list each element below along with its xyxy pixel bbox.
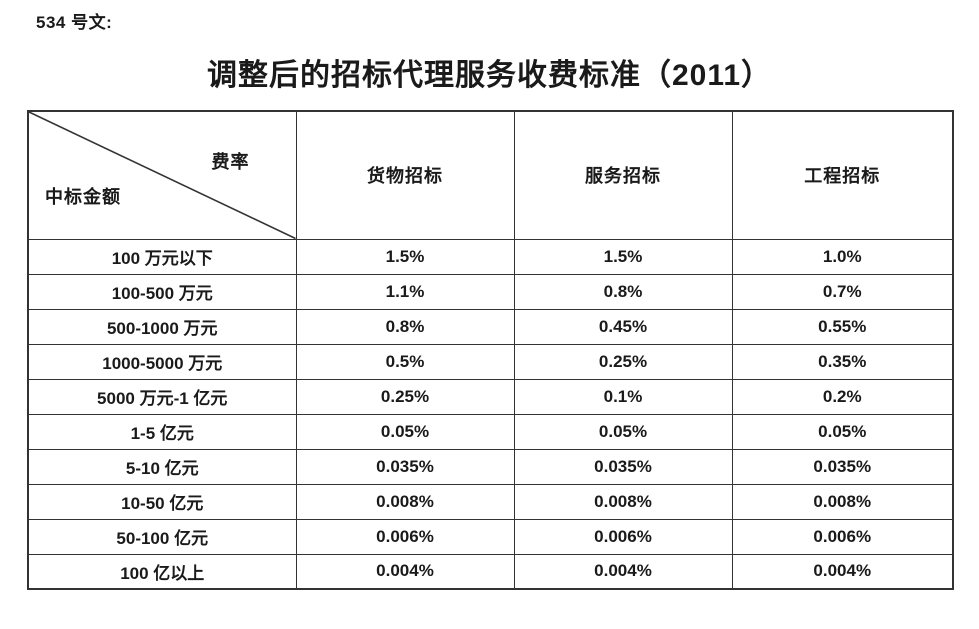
table-row: 100 亿以上 0.004% 0.004% 0.004% [27,553,954,590]
rate-value: 0.008% [295,483,515,520]
rate-value: 0.05% [731,413,954,450]
rate-value: 0.035% [513,448,733,485]
table-row: 1-5 亿元 0.05% 0.05% 0.05% [27,413,954,450]
rate-value: 0.8% [295,308,515,345]
rate-value: 1.1% [295,273,515,310]
amount-range-label: 10-50 亿元 [27,483,297,520]
amount-range-label: 100 万元以下 [27,238,297,275]
rate-value: 0.55% [731,308,954,345]
corner-label-rate: 费率 [211,152,250,172]
table-row: 100-500 万元 1.1% 0.8% 0.7% [27,273,954,310]
rate-value: 1.5% [295,238,515,275]
rate-value: 0.008% [513,483,733,520]
table-row: 50-100 亿元 0.006% 0.006% 0.006% [27,518,954,555]
amount-range-label: 5-10 亿元 [27,448,297,485]
column-header-service-tender: 服务招标 [513,110,733,240]
fee-rate-table: 费率 中标金额 货物招标 服务招标 工程招标 100 万元以下 1.5% 1.5% 1… [27,110,954,590]
table-row: 5000 万元-1 亿元 0.25% 0.1% 0.2% [27,378,954,415]
rate-value: 0.006% [295,518,515,555]
rate-value: 0.004% [295,553,515,590]
rate-value: 0.35% [731,343,954,380]
fee-table-body: 100 万元以下 1.5% 1.5% 1.0% 100-500 万元 1.1% 0.8% 0.… [27,238,954,590]
table-row: 100 万元以下 1.5% 1.5% 1.0% [27,238,954,275]
table-header-row: 费率 中标金额 货物招标 服务招标 工程招标 [27,110,954,240]
amount-range-label: 50-100 亿元 [27,518,297,555]
amount-range-label: 1000-5000 万元 [27,343,297,380]
document-reference-number: 534 号文: [36,13,113,32]
rate-value: 1.5% [513,238,733,275]
table-row: 1000-5000 万元 0.5% 0.25% 0.35% [27,343,954,380]
rate-value: 0.7% [731,273,954,310]
rate-value: 0.25% [295,378,515,415]
diagonal-divider-line [29,112,296,239]
page-title: 调整后的招标代理服务收费标准（2011） [206,59,773,92]
rate-value: 0.035% [295,448,515,485]
rate-value: 0.2% [731,378,954,415]
rate-value: 0.035% [731,448,954,485]
rate-value: 0.25% [513,343,733,380]
table-row: 500-1000 万元 0.8% 0.45% 0.55% [27,308,954,345]
rate-value: 0.004% [731,553,954,590]
amount-range-label: 100 亿以上 [27,553,297,590]
rate-value: 1.0% [731,238,954,275]
rate-value: 0.05% [295,413,515,450]
column-header-goods-tender: 货物招标 [295,110,515,240]
rate-value: 0.008% [731,483,954,520]
table-row: 10-50 亿元 0.008% 0.008% 0.008% [27,483,954,520]
rate-value: 0.5% [295,343,515,380]
corner-label-bid-amount: 中标金额 [45,186,121,207]
rate-value: 0.1% [513,378,733,415]
rate-value: 0.45% [513,308,733,345]
table-row: 5-10 亿元 0.035% 0.035% 0.035% [27,448,954,485]
rate-value: 0.004% [513,553,733,590]
amount-range-label: 500-1000 万元 [27,308,297,345]
rate-value: 0.8% [513,273,733,310]
rate-value: 0.006% [513,518,733,555]
rate-value: 0.006% [731,518,954,555]
column-header-engineering-tender: 工程招标 [731,110,954,240]
amount-range-label: 5000 万元-1 亿元 [27,378,297,415]
rate-value: 0.05% [513,413,733,450]
amount-range-label: 100-500 万元 [27,273,297,310]
table-corner-cell: 费率 中标金额 [27,110,297,240]
amount-range-label: 1-5 亿元 [27,413,297,450]
